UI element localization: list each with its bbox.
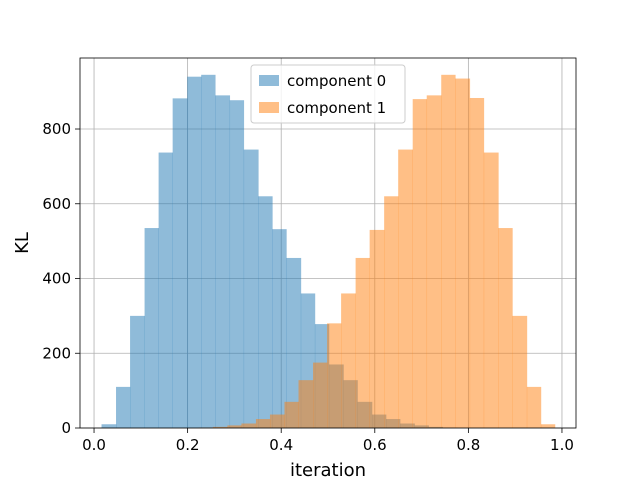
legend-box [250, 64, 406, 124]
bar-s1-b6 [284, 401, 299, 428]
histogram-bars [101, 74, 556, 429]
bar-s0-b12 [272, 229, 287, 428]
y-tick-label-1: 200 [42, 344, 71, 362]
x-tick-label-0: 0.0 [82, 436, 106, 454]
bar-s0-b0 [101, 424, 117, 428]
y-tick-label-3: 600 [42, 195, 71, 213]
x-tick-label-1: 0.2 [176, 436, 200, 454]
bar-s1-b2 [227, 425, 242, 428]
x-tick-label-4: 0.8 [456, 436, 480, 454]
plot-frame [79, 57, 577, 429]
bar-s1-b21 [498, 228, 513, 428]
legend-swatch-1 [259, 102, 279, 113]
bar-s1-b14 [398, 149, 413, 428]
bar-s1-b7 [298, 380, 314, 428]
bar-s1-b5 [269, 414, 285, 428]
bar-s1-b11 [355, 257, 370, 428]
bar-s0-b5 [172, 98, 188, 428]
bar-s1-b24 [540, 424, 556, 428]
bar-s1-b13 [384, 196, 399, 428]
series-1 [198, 74, 556, 429]
bar-s0-b4 [158, 152, 173, 429]
bar-s1-b4 [255, 419, 271, 428]
bar-s1-b1 [212, 426, 228, 428]
y-tick-label-4: 800 [42, 120, 71, 138]
bar-s0-b3 [144, 228, 159, 428]
bar-s1-b9 [327, 323, 342, 428]
bar-s0-b11 [258, 196, 273, 428]
legend: component 0 component 1 [250, 64, 406, 124]
bar-s1-b23 [526, 386, 542, 428]
y-tick-label-2: 400 [42, 270, 71, 288]
bar-s1-b19 [469, 97, 485, 428]
x-tick-label-5: 1.0 [550, 436, 574, 454]
bar-s1-b15 [412, 99, 428, 428]
x-tick-label-3: 0.6 [363, 436, 387, 454]
bar-s1-b12 [369, 229, 385, 428]
bar-s0-b10 [243, 149, 259, 428]
bar-s1-b20 [483, 152, 499, 429]
bar-s1-b18 [455, 78, 471, 429]
legend-swatch-0 [259, 75, 279, 86]
bar-s0-b8 [215, 95, 231, 429]
bar-s1-b10 [341, 293, 356, 428]
y-tick-label-0: 0 [61, 419, 71, 437]
x-tick-label-2: 0.4 [269, 436, 293, 454]
x-axis-label: iteration [290, 460, 366, 480]
bar-s1-b17 [441, 74, 456, 429]
bar-s0-b9 [229, 100, 245, 428]
bar-s1-b3 [241, 423, 257, 428]
bar-s0-b13 [286, 257, 302, 428]
bar-s1-b8 [313, 362, 328, 428]
bar-s1-b22 [512, 315, 528, 428]
bar-s1-b16 [426, 95, 442, 429]
legend-label-1: component 1 [287, 99, 386, 117]
y-axis-label: KL [12, 232, 33, 254]
bar-s0-b2 [130, 315, 145, 428]
bar-s0-b7 [201, 74, 216, 429]
legend-label-0: component 0 [287, 72, 386, 90]
axis-ticks: 0.0 0.2 0.4 0.6 0.8 1.0 0 200 400 600 800 [42, 120, 574, 454]
bar-s0-b6 [187, 76, 202, 429]
bar-s0-b1 [116, 386, 131, 428]
